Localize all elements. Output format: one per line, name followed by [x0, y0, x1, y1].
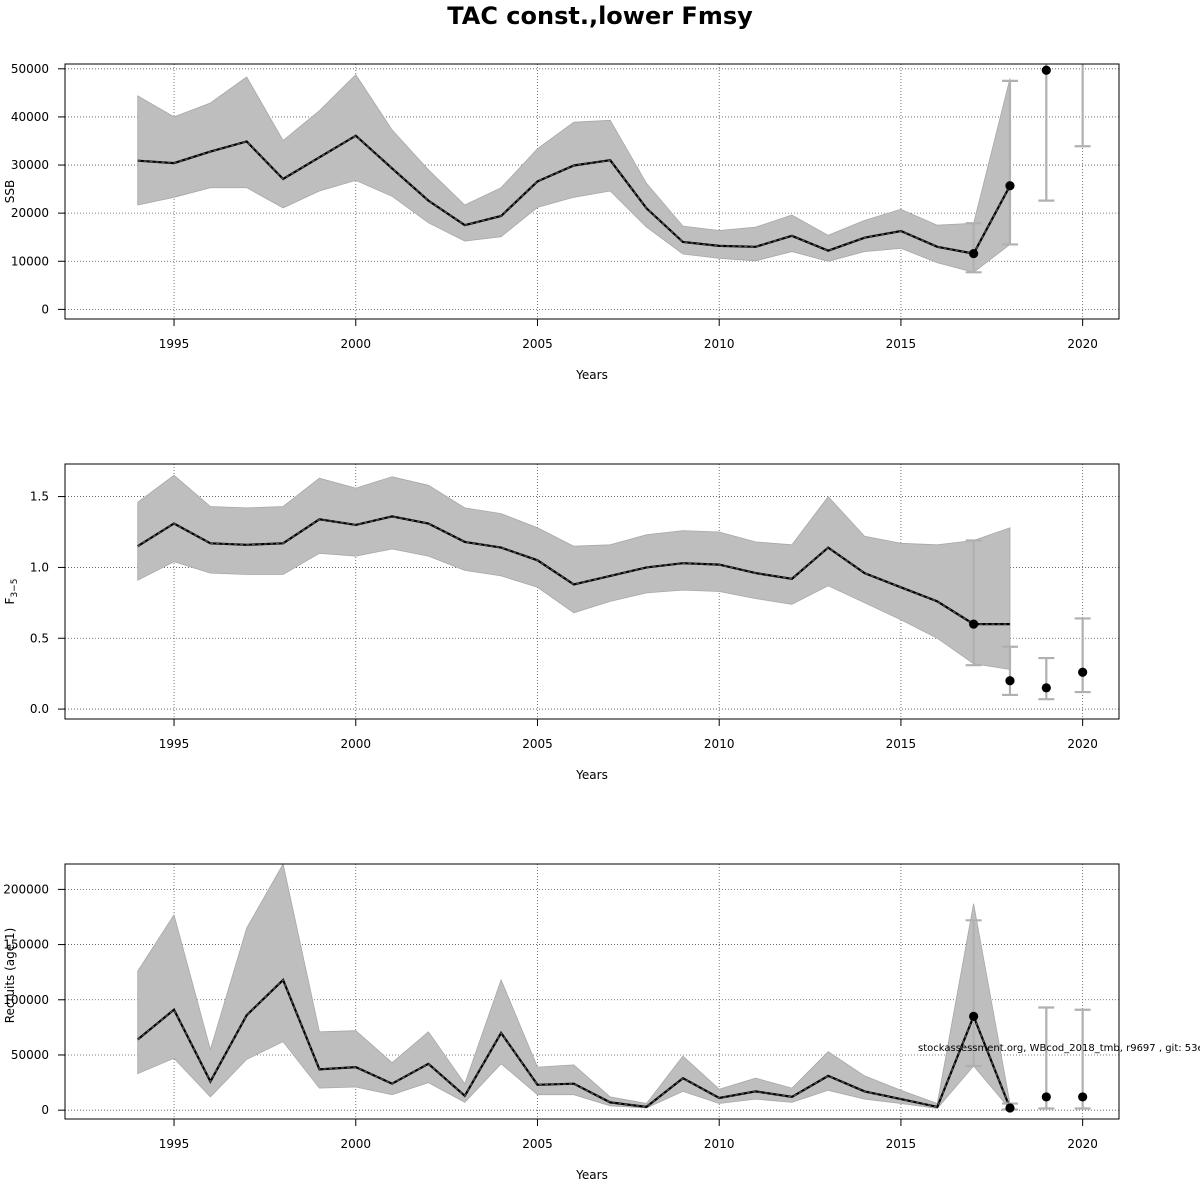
x-tick-label: 2015 — [886, 1137, 917, 1151]
x-tick-label: 2015 — [886, 737, 917, 751]
forecast-2018 — [1001, 645, 1018, 697]
ssb-forecast-group — [965, 64, 1091, 274]
forecast-2017 — [965, 919, 982, 1068]
y-tick-label: 40000 — [11, 110, 49, 124]
forecast-2019 — [1038, 656, 1055, 701]
credit-annotation: stockassessment.org, WBcod_2018_tmb, r96… — [918, 1043, 1200, 1054]
x-tick-label: 2010 — [704, 337, 735, 351]
recruits-y-axis-label: Recruits (age 1) — [3, 928, 17, 1024]
ssb-y-axis-label: SSB — [3, 180, 17, 203]
x-tick-label: 2020 — [1067, 737, 1098, 751]
y-tick-label: 1.0 — [30, 560, 49, 574]
f-y-axis-label-main: F — [3, 597, 17, 604]
forecast-point — [1041, 683, 1051, 693]
forecast-point — [1078, 667, 1088, 677]
x-tick-label: 2000 — [340, 737, 371, 751]
y-tick-label: 0 — [41, 302, 49, 316]
recruits-confidence-band — [137, 862, 1011, 1111]
forecast-point — [1005, 1103, 1015, 1113]
forecast-point — [1005, 181, 1015, 191]
x-tick-label: 2020 — [1067, 1137, 1098, 1151]
f-x-ticks: 1995 2000 2005 2010 2015 2020 — [159, 719, 1098, 751]
x-tick-label: 2000 — [340, 1137, 371, 1151]
x-tick-label: 1995 — [159, 737, 190, 751]
y-tick-label: 200000 — [3, 882, 49, 896]
ssb-plot-frame — [64, 63, 1120, 320]
ssb-x-ticks: 1995 2000 2005 2010 2015 2020 — [159, 319, 1098, 351]
forecast-2019 — [1038, 64, 1055, 202]
y-tick-label: 20000 — [11, 206, 49, 220]
x-tick-label: 2020 — [1067, 337, 1098, 351]
f-estimate-dash — [137, 515, 1010, 625]
forecast-2018 — [1001, 79, 1018, 246]
forecast-point — [969, 619, 979, 629]
x-tick-label: 2015 — [886, 337, 917, 351]
recruits-x-axis-label: Years — [575, 1168, 608, 1182]
y-tick-label: 50000 — [11, 1048, 49, 1062]
y-tick-label: 0 — [41, 1103, 49, 1117]
f-y-ticks: 0.0 0.5 1.0 1.5 — [30, 490, 65, 716]
y-tick-label: 10000 — [11, 254, 49, 268]
forecast-2020 — [1074, 64, 1091, 148]
f-x-axis-label: Years — [575, 768, 608, 782]
ssb-confidence-band — [137, 73, 1011, 273]
recruits-y-ticks: 0 50000 100000 150000 200000 — [3, 882, 65, 1117]
forecast-2020 — [1074, 617, 1091, 694]
f-panel: 1995 2000 2005 2010 2015 2020 0.0 0.5 1.0 1.5 Ye… — [3, 463, 1120, 782]
forecast-point — [1005, 676, 1015, 686]
y-tick-label: 1.5 — [30, 490, 49, 504]
y-tick-label: 30000 — [11, 158, 49, 172]
figure-title: TAC const.,lower Fmsy — [447, 2, 753, 30]
ssb-estimate-dash — [137, 134, 1011, 255]
forecast-point — [969, 1011, 979, 1021]
recruits-panel: 1995 2000 2005 2010 2015 2020 0 50000 100000 150… — [3, 862, 1120, 1182]
x-tick-label: 2010 — [704, 1137, 735, 1151]
x-tick-label: 1995 — [159, 337, 190, 351]
x-tick-label: 2005 — [522, 737, 553, 751]
ssb-y-ticks: 0 10000 20000 30000 40000 50000 — [11, 62, 65, 316]
x-tick-label: 1995 — [159, 1137, 190, 1151]
y-tick-label: 150000 — [3, 938, 49, 952]
y-tick-label: 0.5 — [30, 631, 49, 645]
y-tick-label: 100000 — [3, 993, 49, 1007]
f-forecast-group — [965, 539, 1091, 701]
forecast-point — [1041, 1092, 1051, 1102]
y-tick-label: 0.0 — [30, 702, 49, 716]
x-tick-label: 2005 — [522, 1137, 553, 1151]
f-y-axis-label: F3−5 — [3, 579, 20, 605]
forecast-point — [969, 248, 979, 259]
recruits-plot-frame — [64, 863, 1120, 1120]
f-y-axis-label-subscript: 3−5 — [10, 579, 20, 598]
forecast-point — [1041, 65, 1051, 75]
y-tick-label: 50000 — [11, 62, 49, 76]
x-tick-label: 2000 — [340, 337, 371, 351]
ssb-x-axis-label: Years — [575, 368, 608, 382]
x-tick-label: 2010 — [704, 737, 735, 751]
f-plot-frame — [64, 463, 1120, 720]
forecast-2019 — [1038, 1006, 1055, 1110]
f-confidence-band — [137, 474, 1011, 670]
recruits-estimate-dash — [137, 978, 1011, 1109]
forecast-2017 — [965, 539, 982, 667]
forecast-2017 — [965, 222, 982, 274]
x-tick-label: 2005 — [522, 337, 553, 351]
ssb-panel: 1995 2000 2005 2010 2015 2020 0 10000 20000 3000… — [3, 62, 1120, 382]
forecast-2018 — [1001, 1102, 1018, 1113]
forecast-2020 — [1074, 1008, 1091, 1110]
forecast-point — [1078, 1092, 1088, 1102]
recruits-gridlines — [65, 864, 1119, 1119]
recruits-forecast-group — [965, 919, 1091, 1113]
recruits-x-ticks: 1995 2000 2005 2010 2015 2020 — [159, 1119, 1098, 1151]
